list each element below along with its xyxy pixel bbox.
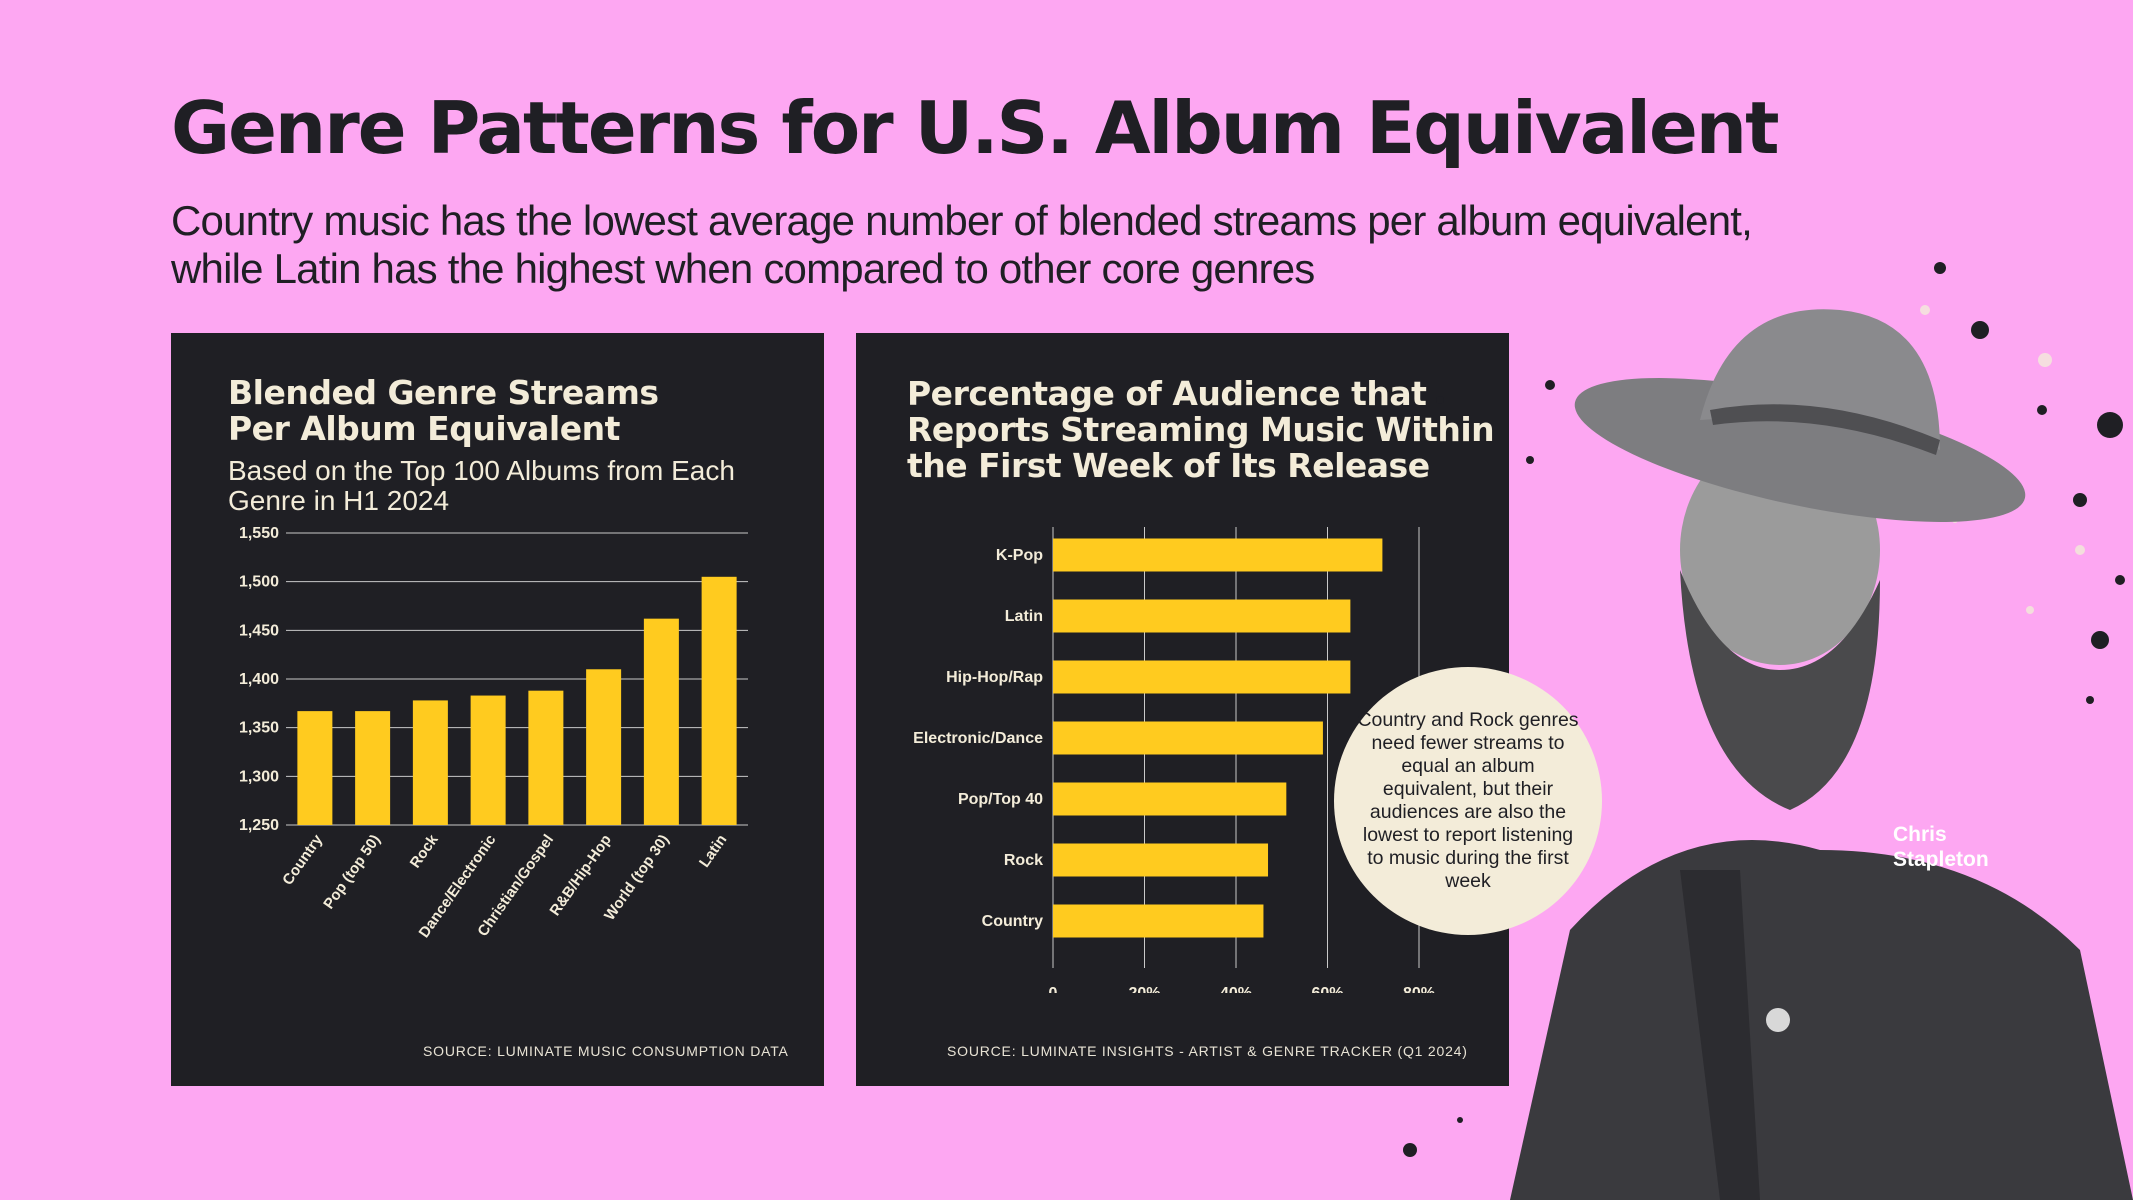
bar-electronic-dance (1053, 721, 1323, 755)
x-tick-label: Rock (407, 831, 442, 871)
y-tick-label: Country (982, 913, 1043, 930)
streams-bar-chart: 1,250 1,300 1,350 1,400 1,450 1,500 1,550 Count… (239, 525, 748, 941)
audience-chart-title-line-1: Percentage of Audience that (907, 374, 1427, 413)
y-tick-label: Latin (1005, 608, 1043, 625)
audience-chart-title-line-2: Reports Streaming Music Within (907, 410, 1495, 449)
streams-chart-title-line-1: Blended Genre Streams (228, 373, 659, 412)
x-tick-label: Country (279, 831, 326, 888)
page-subtitle: Country music has the lowest average num… (171, 197, 1871, 293)
y-tick-label: Rock (1004, 852, 1043, 869)
x-tick-label: 80% (1403, 985, 1435, 993)
bar-christian-gospel (528, 690, 564, 825)
x-tick-label: Latin (696, 832, 730, 871)
bar-country (297, 711, 333, 825)
bar-latin (701, 576, 737, 825)
subtitle-line-1: Country music has the lowest average num… (171, 197, 1753, 244)
x-tick-label: 20% (1128, 985, 1160, 993)
y-tick-label: 1,250 (239, 817, 279, 834)
streams-chart-subtitle-line-2: Genre in H1 2024 (228, 485, 450, 516)
x-tick-label: 60% (1311, 985, 1343, 993)
insight-callout-text: Country and Rock genres need fewer strea… (1357, 709, 1579, 892)
x-tick-label: 0 (1049, 985, 1058, 993)
bar-latin (1053, 599, 1351, 633)
bar-country (1053, 904, 1264, 938)
x-tick-label: 40% (1220, 985, 1252, 993)
bar-k-pop (1053, 538, 1383, 572)
y-tick-label: 1,550 (239, 525, 279, 542)
audience-chart-source: SOURCE: LUMINATE INSIGHTS - ARTIST & GEN… (947, 1043, 1468, 1059)
bar-world-top-30 (643, 618, 679, 825)
y-tick-label: 1,350 (239, 720, 279, 737)
streams-chart-subtitle: Based on the Top 100 Albums from Each Ge… (228, 456, 735, 516)
bar-pop-top-40 (1053, 782, 1287, 816)
subtitle-line-2: while Latin has the highest when compare… (171, 245, 1315, 292)
artist-portrait-icon (1403, 262, 2133, 1200)
bar-dance-electronic (470, 695, 506, 825)
y-tick-label: 1,300 (239, 768, 279, 785)
x-tick-label: Pop (top 50) (320, 832, 384, 913)
bar-rock (1053, 843, 1269, 877)
bar-rock (412, 700, 448, 825)
audience-chart-title-line-3: the First Week of Its Release (907, 446, 1430, 485)
paint-splatter-icon (1403, 262, 2125, 1157)
y-tick-label: K-Pop (996, 547, 1043, 564)
insight-callout: Country and Rock genres need fewer strea… (1334, 667, 1602, 935)
audience-bar-chart: 0 20% 40% 60% 80% K-Pop Latin Hip-Hop/Rap Electr… (913, 527, 1435, 993)
streams-chart-title-line-2: Per Album Equivalent (228, 409, 620, 448)
y-tick-label: 1,500 (239, 574, 279, 591)
bar-pop-top-50 (355, 711, 391, 825)
y-tick-label: 1,450 (239, 622, 279, 639)
streams-chart-title: Blended Genre Streams Per Album Equivale… (228, 375, 659, 447)
photo-caption-line-2: Stapleton (1893, 848, 1989, 871)
audience-chart-title: Percentage of Audience that Reports Stre… (907, 374, 1495, 485)
streams-chart-source: SOURCE: LUMINATE MUSIC CONSUMPTION DATA (423, 1043, 789, 1059)
y-tick-label: Pop/Top 40 (958, 791, 1043, 808)
photo-caption: Chris Stapleton (1893, 822, 1989, 872)
y-tick-label: Hip-Hop/Rap (946, 669, 1043, 686)
page-title: Genre Patterns for U.S. Album Equivalent (171, 86, 1779, 170)
y-tick-label: 1,400 (239, 671, 279, 688)
streams-chart-panel: Blended Genre Streams Per Album Equivale… (171, 333, 824, 1086)
photo-caption-line-1: Chris (1893, 823, 1947, 846)
bar-hip-hop-rap (1053, 660, 1351, 694)
streams-chart-subtitle-line-1: Based on the Top 100 Albums from Each (228, 455, 735, 486)
x-tick-label: R&B/Hip-Hop (546, 832, 614, 920)
bar-r-b-hip-hop (586, 669, 622, 825)
y-tick-label: Electronic/Dance (913, 730, 1043, 747)
